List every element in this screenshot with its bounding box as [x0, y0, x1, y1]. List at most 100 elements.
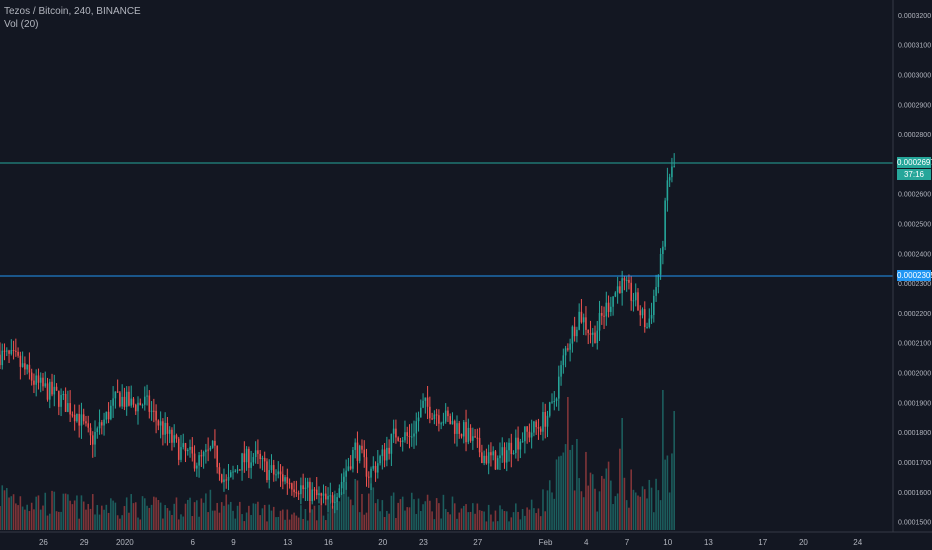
- candle-body: [318, 493, 320, 496]
- candle-body: [338, 488, 341, 498]
- candle-body: [494, 451, 497, 470]
- volume-bar: [139, 519, 142, 530]
- volume-bar: [110, 498, 112, 530]
- volume-bar: [89, 508, 92, 530]
- volume-bar: [354, 478, 356, 530]
- volume-bar: [270, 510, 273, 530]
- time-axis[interactable]: 26 29 2020 6 9 13 16 20 23 27 Feb 4 7 10 13 17 20 24: [0, 531, 932, 550]
- volume-bar: [143, 498, 146, 530]
- volume-bar: [313, 505, 316, 530]
- volume-bar: [220, 502, 223, 530]
- volume-bar: [132, 503, 135, 530]
- volume-bar: [186, 499, 189, 530]
- candle-body: [458, 423, 461, 434]
- time-axis-label: 9: [231, 538, 236, 547]
- candle-body: [401, 440, 404, 442]
- volume-bar: [148, 507, 151, 530]
- volume-indicator-label[interactable]: Vol (20): [4, 19, 39, 30]
- price-axis-label: 0.0001800: [898, 430, 931, 437]
- volume-bar: [164, 505, 166, 530]
- price-axis-label: 0.0002200: [898, 311, 931, 318]
- candle-body: [78, 413, 80, 426]
- volume-bar: [123, 506, 126, 530]
- volume-bar: [119, 518, 121, 530]
- candle-body: [515, 437, 517, 454]
- volume-bar: [105, 504, 108, 530]
- current-price-tag: 0.0002697: [897, 157, 932, 168]
- candle-body: [406, 432, 409, 436]
- volume-bar: [157, 499, 160, 530]
- volume-bar: [655, 478, 657, 530]
- volume-bar: [530, 499, 533, 530]
- volume-bar: [415, 513, 418, 530]
- time-axis-label: 4: [584, 538, 589, 547]
- volume-bar: [37, 495, 40, 530]
- price-axis-label: 0.0001900: [898, 400, 931, 407]
- candle-body: [630, 282, 632, 301]
- price-axis-label: 0.0003000: [898, 73, 931, 80]
- candle-body: [128, 391, 130, 406]
- time-axis-label: 6: [190, 538, 195, 547]
- time-axis-label: 7: [625, 538, 630, 547]
- volume-bar: [214, 510, 216, 530]
- candle-body: [82, 414, 85, 422]
- time-axis-label: 23: [419, 538, 428, 547]
- price-axis-label: 0.0001500: [898, 520, 931, 527]
- candle-body: [291, 483, 293, 490]
- volume-bar: [324, 520, 327, 530]
- candle-body: [67, 403, 69, 412]
- volume-bar: [146, 505, 148, 530]
- volume-bar: [578, 478, 580, 530]
- volume-bar: [137, 517, 139, 530]
- volume-bar: [200, 498, 203, 530]
- candle-body: [569, 343, 571, 350]
- volume-bar: [573, 490, 576, 530]
- candle-body: [232, 471, 234, 473]
- volume-bar: [673, 411, 675, 530]
- candle-body: [200, 455, 203, 457]
- candle-body: [327, 495, 329, 500]
- candle-body: [116, 391, 119, 393]
- volume-bar: [408, 507, 411, 530]
- candle-body: [517, 437, 519, 450]
- candle-body: [623, 278, 626, 281]
- candle-body: [62, 393, 65, 395]
- volume-bar: [107, 512, 110, 530]
- volume-bar: [612, 504, 614, 530]
- candle-body: [80, 414, 83, 426]
- candle-body: [304, 487, 307, 490]
- volume-bar: [395, 518, 397, 530]
- volume-bar: [232, 510, 234, 530]
- candle-body: [589, 333, 592, 335]
- candle-body: [587, 329, 590, 334]
- candle-body: [548, 402, 551, 416]
- candle-body: [438, 415, 440, 424]
- volume-bar: [591, 474, 594, 530]
- symbol-title[interactable]: Tezos / Bitcoin, 240, BINANCE: [4, 6, 141, 17]
- candle-body: [288, 483, 291, 485]
- candle-body: [139, 402, 142, 406]
- candle-body: [372, 465, 375, 469]
- volume-bar: [336, 501, 338, 530]
- price-axis[interactable]: 0.0003200 0.0003100 0.0003000 0.0002900 0.00…: [892, 0, 932, 532]
- volume-bar: [125, 497, 128, 530]
- volume-bar: [662, 390, 664, 530]
- volume-bar: [134, 502, 137, 530]
- candle-body: [456, 423, 458, 434]
- price-axis-label: 0.0002500: [898, 222, 931, 229]
- candle-body: [214, 440, 216, 446]
- candle-body: [162, 421, 164, 435]
- volume-bar: [21, 506, 24, 530]
- candle-body: [377, 463, 379, 473]
- price-axis-label: 0.0002600: [898, 192, 931, 199]
- candle-body: [186, 449, 189, 452]
- candle-body: [472, 436, 474, 441]
- candle-body: [388, 447, 390, 454]
- candle-body: [594, 332, 596, 343]
- volume-bar: [546, 490, 549, 530]
- candle-body: [329, 495, 332, 497]
- candle-body: [209, 447, 212, 450]
- volume-bar: [386, 510, 388, 530]
- volume-bar: [562, 452, 565, 530]
